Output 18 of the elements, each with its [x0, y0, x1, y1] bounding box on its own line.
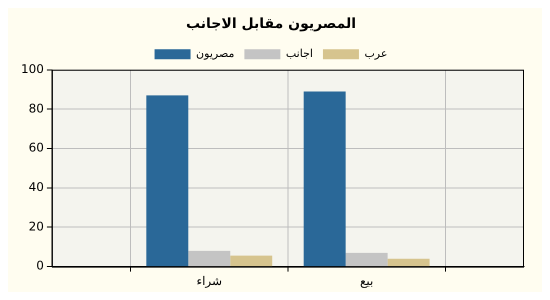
x-tick-label: بيع [360, 274, 374, 288]
bar [188, 250, 230, 266]
y-tick-label: 80 [28, 101, 44, 116]
bar [388, 258, 430, 266]
legend-label: عرب [364, 47, 388, 60]
bar [230, 256, 272, 266]
y-tick-label: 60 [28, 140, 44, 155]
legend-label: مصريون [196, 47, 234, 60]
y-tick-label: 100 [21, 62, 44, 76]
y-tick-label: 20 [28, 219, 44, 234]
chart-title: المصريون مقابل الاجانب [186, 16, 356, 32]
bar [146, 95, 188, 266]
y-tick-label: 40 [28, 180, 44, 194]
legend-label: اجانب [286, 47, 313, 60]
x-tick-label: شراء [196, 274, 222, 288]
bar [304, 91, 346, 266]
y-tick-label: 0 [36, 258, 44, 273]
bar [346, 252, 388, 266]
